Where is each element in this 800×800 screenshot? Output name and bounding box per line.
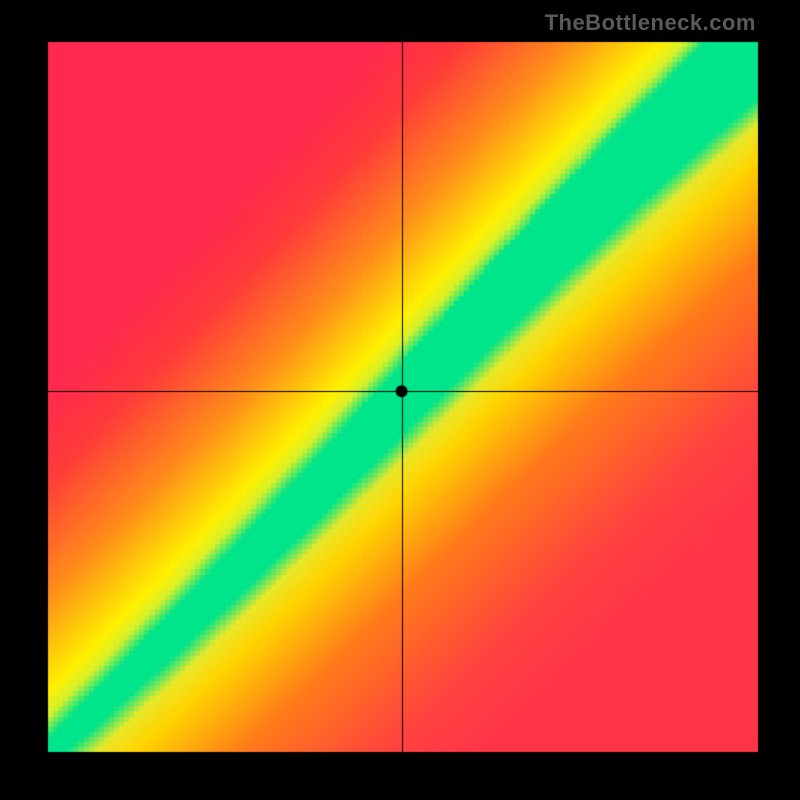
heatmap-chart: [0, 0, 800, 800]
chart-container: TheBottleneck.com: [0, 0, 800, 800]
watermark-text: TheBottleneck.com: [545, 10, 756, 36]
